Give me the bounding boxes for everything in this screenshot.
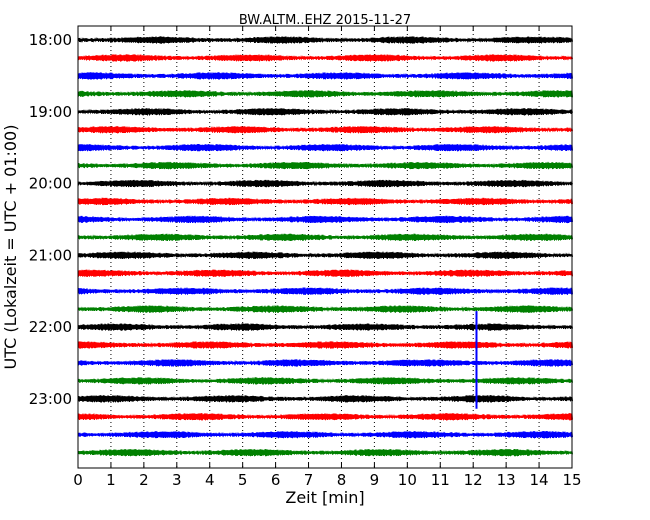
x-tick-label: 2 [139, 471, 149, 489]
trace-20:45 [77, 233, 573, 242]
y-tick-label: 19:00 [29, 103, 72, 121]
trace-22:30 [77, 359, 573, 367]
x-axis-label: Zeit [min] [285, 488, 364, 507]
grid-layer [110, 26, 540, 468]
trace-23:15 [77, 413, 573, 421]
x-tick-label: 1 [106, 471, 116, 489]
x-tick-label: 3 [172, 471, 182, 489]
trace-22:00 [77, 323, 573, 331]
trace-19:30 [77, 143, 573, 152]
x-tick-label: 15 [562, 471, 581, 489]
x-tick-label: 4 [205, 471, 215, 489]
trace-21:45 [77, 305, 573, 313]
trace-21:00 [77, 251, 573, 259]
x-tick-label: 13 [497, 471, 516, 489]
trace-21:15 [77, 269, 573, 277]
trace-layer [77, 36, 573, 457]
x-tick-label: 5 [238, 471, 248, 489]
y-tick-label: 18:00 [29, 31, 72, 49]
x-tick-label: 11 [431, 471, 450, 489]
trace-20:00 [77, 179, 573, 188]
trace-23:45 [77, 448, 573, 457]
tick-layer: 0 1 2 3 4 5 6 7 8 9 10 11 12 13 14 1518:0019:0020:0021:… [29, 26, 582, 489]
x-tick-label: 9 [370, 471, 380, 489]
x-tick-label: 6 [271, 471, 281, 489]
trace-22:15 [77, 341, 573, 349]
trace-18:30 [77, 72, 573, 80]
trace-18:00 [77, 36, 573, 44]
y-axis-label: UTC (Lokalzeit = UTC + 01:00) [1, 125, 20, 370]
y-tick-label: 23:00 [29, 390, 72, 408]
trace-18:45 [77, 90, 573, 98]
x-tick-label: 7 [304, 471, 314, 489]
trace-20:15 [77, 197, 573, 206]
x-tick-label: 0 [73, 471, 83, 489]
chart-title: BW.ALTM..EHZ 2015-11-27 [239, 13, 411, 28]
trace-19:45 [77, 161, 573, 170]
y-tick-label: 22:00 [29, 318, 72, 336]
trace-19:00 [77, 108, 573, 116]
trace-20:30 [77, 215, 573, 224]
trace-19:15 [77, 126, 573, 134]
x-tick-label: 10 [398, 471, 417, 489]
plot-frame [77, 25, 573, 469]
trace-21:30 [77, 287, 573, 295]
y-tick-label: 21:00 [29, 246, 72, 264]
trace-23:30 [77, 430, 573, 439]
x-tick-label: 8 [337, 471, 347, 489]
trace-23:00 [77, 395, 573, 403]
y-tick-label: 20:00 [29, 175, 72, 193]
x-tick-label: 12 [464, 471, 483, 489]
trace-22:45 [77, 377, 573, 385]
trace-18:15 [77, 54, 573, 62]
x-tick-label: 14 [530, 471, 549, 489]
